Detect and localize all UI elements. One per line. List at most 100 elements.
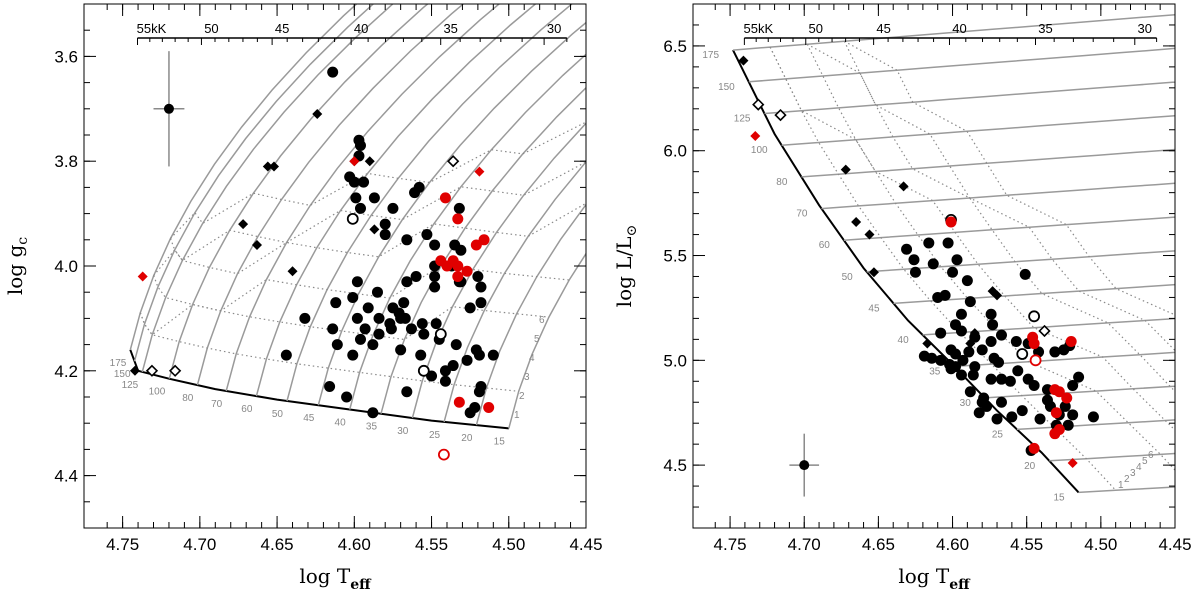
black-open-diamond xyxy=(145,364,159,377)
black-point xyxy=(945,344,957,356)
black-point xyxy=(951,254,963,266)
y-axis-title-sub: c xyxy=(15,237,31,245)
top-axis-label: 55kK xyxy=(137,21,167,36)
isochrone-label: 1 xyxy=(1118,480,1124,491)
black-point xyxy=(1049,346,1061,358)
red-point xyxy=(447,255,459,267)
y-tick-label: 4.4 xyxy=(54,467,78,486)
black-point xyxy=(1006,411,1018,423)
black-point xyxy=(379,229,391,241)
evolution-track xyxy=(133,4,375,362)
black-point xyxy=(935,354,947,366)
black-point xyxy=(987,319,999,331)
track-mass-label: 80 xyxy=(776,177,788,188)
red-diamond xyxy=(349,156,360,167)
black-point xyxy=(955,369,967,381)
black-point xyxy=(371,286,383,298)
evolution-track xyxy=(141,4,394,373)
black-point xyxy=(398,297,410,309)
black-point xyxy=(939,289,951,301)
black-point xyxy=(367,407,379,419)
evolution-track xyxy=(781,114,1175,146)
red-point xyxy=(1049,428,1061,440)
black-point xyxy=(421,229,433,241)
black-point xyxy=(995,396,1007,408)
black-point xyxy=(942,237,954,249)
black-point xyxy=(405,323,417,335)
black-point xyxy=(299,312,311,324)
black-point xyxy=(373,328,385,340)
y-tick-label: 4.0 xyxy=(54,257,78,276)
black-point xyxy=(341,391,353,403)
black-open-point xyxy=(1016,348,1029,360)
black-point xyxy=(354,139,366,151)
evolution-track xyxy=(821,182,1175,210)
black-point xyxy=(1067,409,1079,421)
x-tick-label: 4.70 xyxy=(788,535,821,554)
zams-line xyxy=(732,49,1080,494)
black-point xyxy=(472,270,484,282)
black-point xyxy=(455,244,467,256)
red-diamond xyxy=(137,271,148,282)
red-point xyxy=(461,265,473,277)
top-axis-label: 35 xyxy=(1038,21,1052,36)
black-point xyxy=(901,243,913,255)
black-point xyxy=(475,297,487,309)
black-point xyxy=(985,308,997,320)
black-open-point xyxy=(1028,310,1041,323)
y-axis-title-main: log L/L xyxy=(612,236,636,307)
evolution-track xyxy=(1016,419,1175,431)
black-point xyxy=(453,202,465,214)
x-tick-label: 4.70 xyxy=(183,535,216,554)
black-point xyxy=(1059,400,1071,412)
black-open-diamond xyxy=(752,98,765,111)
black-point xyxy=(395,344,407,356)
isochrone xyxy=(844,40,1175,316)
error-bar-point xyxy=(799,460,810,471)
black-point xyxy=(1087,411,1099,423)
black-point xyxy=(385,323,397,335)
x-tick-label: 4.45 xyxy=(569,535,602,554)
track-mass-label: 15 xyxy=(1053,492,1065,503)
red-point xyxy=(945,216,957,228)
black-point xyxy=(439,365,451,377)
y-tick-label: 3.8 xyxy=(54,152,78,171)
black-point xyxy=(327,323,339,335)
track-mass-label: 60 xyxy=(241,404,253,415)
x-tick-label: 4.65 xyxy=(261,535,294,554)
black-point xyxy=(330,297,342,309)
track-mass-label: 100 xyxy=(751,145,768,156)
evolution-track xyxy=(317,21,586,406)
black-point xyxy=(1012,365,1024,377)
red-point xyxy=(1065,335,1077,347)
x-axis-title-sub: eff xyxy=(949,577,971,593)
top-axis-label: 30 xyxy=(1138,21,1152,36)
x-tick-label: 4.55 xyxy=(415,535,448,554)
black-point xyxy=(324,381,336,393)
isochrone-label: 2 xyxy=(1124,474,1130,485)
track-group xyxy=(129,4,586,430)
track-mass-label: 70 xyxy=(796,209,808,220)
black-diamond xyxy=(840,164,851,175)
top-axis-label: 55kK xyxy=(744,21,774,36)
isochrone-label: 4 xyxy=(529,353,535,364)
isochrone-label: 4 xyxy=(1136,462,1142,473)
x-axis-title: log Teff xyxy=(299,564,372,593)
red-point xyxy=(1061,392,1073,404)
black-diamond xyxy=(364,156,375,167)
red-point xyxy=(453,396,465,408)
track-mass-label: 20 xyxy=(461,433,473,444)
black-point xyxy=(944,359,956,371)
red-point xyxy=(1027,331,1039,343)
black-point xyxy=(985,373,997,385)
black-diamond xyxy=(129,365,140,376)
x-tick-label: 4.75 xyxy=(714,535,747,554)
black-point xyxy=(1067,379,1079,391)
black-point xyxy=(415,349,427,361)
black-diamond xyxy=(369,224,380,235)
black-point xyxy=(969,361,981,373)
evolution-track xyxy=(843,216,1175,241)
isochrone xyxy=(139,303,549,341)
black-point xyxy=(387,202,399,214)
black-point xyxy=(280,349,292,361)
